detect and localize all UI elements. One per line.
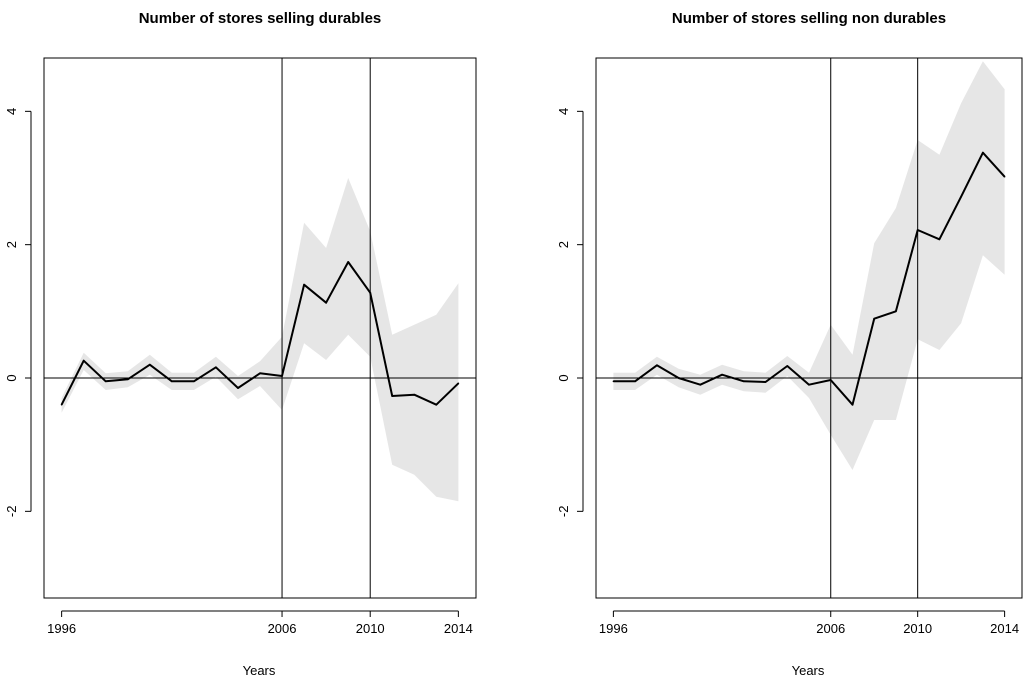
x-tick-label: 2010 xyxy=(356,621,385,636)
data-point xyxy=(786,365,789,367)
data-point xyxy=(281,375,283,377)
data-point xyxy=(960,195,962,198)
data-point xyxy=(612,380,615,383)
data-point xyxy=(634,380,636,383)
data-point xyxy=(873,317,875,320)
plot-frame xyxy=(43,57,477,599)
plot-frame xyxy=(595,57,1023,599)
x-axis-label: Years xyxy=(243,663,276,678)
data-point xyxy=(82,359,85,362)
x-tick-label: 2006 xyxy=(816,621,845,636)
data-point xyxy=(895,310,897,313)
y-tick-label: 4 xyxy=(4,108,19,115)
x-axis-label: Years xyxy=(792,663,825,678)
data-point xyxy=(369,291,372,294)
data-point xyxy=(851,403,854,406)
x-tick-label: 2014 xyxy=(990,621,1019,636)
data-point xyxy=(60,403,63,406)
data-point xyxy=(938,238,941,241)
data-point xyxy=(656,364,658,367)
x-tick-label: 1996 xyxy=(47,621,76,636)
y-tick-label: -2 xyxy=(556,506,571,518)
data-point xyxy=(743,380,745,383)
x-tick-label: 2014 xyxy=(444,621,473,636)
y-tick-label: 0 xyxy=(4,374,19,381)
confidence-band xyxy=(61,178,459,502)
data-point xyxy=(237,387,239,389)
data-point xyxy=(303,283,305,286)
data-point xyxy=(391,395,394,397)
data-point xyxy=(916,229,919,231)
data-point xyxy=(982,151,984,154)
data-point xyxy=(413,393,416,396)
data-point xyxy=(457,382,460,385)
chart-title: Number of stores selling durables xyxy=(139,10,382,27)
confidence-band xyxy=(613,61,1005,471)
data-point xyxy=(215,366,217,369)
y-tick-label: 2 xyxy=(556,241,571,248)
data-point xyxy=(347,261,350,263)
chart-panel-2: Number of stores selling non durables 199… xyxy=(556,10,1023,678)
chart-title: Number of stores selling non durables xyxy=(672,10,946,27)
data-point xyxy=(149,363,151,366)
x-tick-label: 1996 xyxy=(599,621,628,636)
data-point xyxy=(104,380,107,383)
data-point xyxy=(721,373,723,376)
data-point xyxy=(171,380,173,383)
data-point xyxy=(699,383,702,386)
y-tick-label: 0 xyxy=(556,374,571,381)
data-point xyxy=(193,380,195,383)
data-point xyxy=(808,383,810,386)
y-tick-label: 4 xyxy=(556,108,571,115)
x-tick-label: 2006 xyxy=(268,621,297,636)
data-point xyxy=(829,379,832,381)
data-point xyxy=(325,301,327,304)
data-point xyxy=(259,372,261,375)
data-point xyxy=(435,403,438,406)
y-tick-label: -2 xyxy=(4,506,19,518)
y-tick-label: 2 xyxy=(4,241,19,248)
data-point xyxy=(677,377,680,379)
data-point xyxy=(764,381,767,383)
x-tick-label: 2010 xyxy=(903,621,932,636)
chart-panel-1: Number of stores selling durables 1996 200… xyxy=(4,10,477,678)
data-point xyxy=(127,378,129,381)
data-point xyxy=(1003,175,1006,178)
